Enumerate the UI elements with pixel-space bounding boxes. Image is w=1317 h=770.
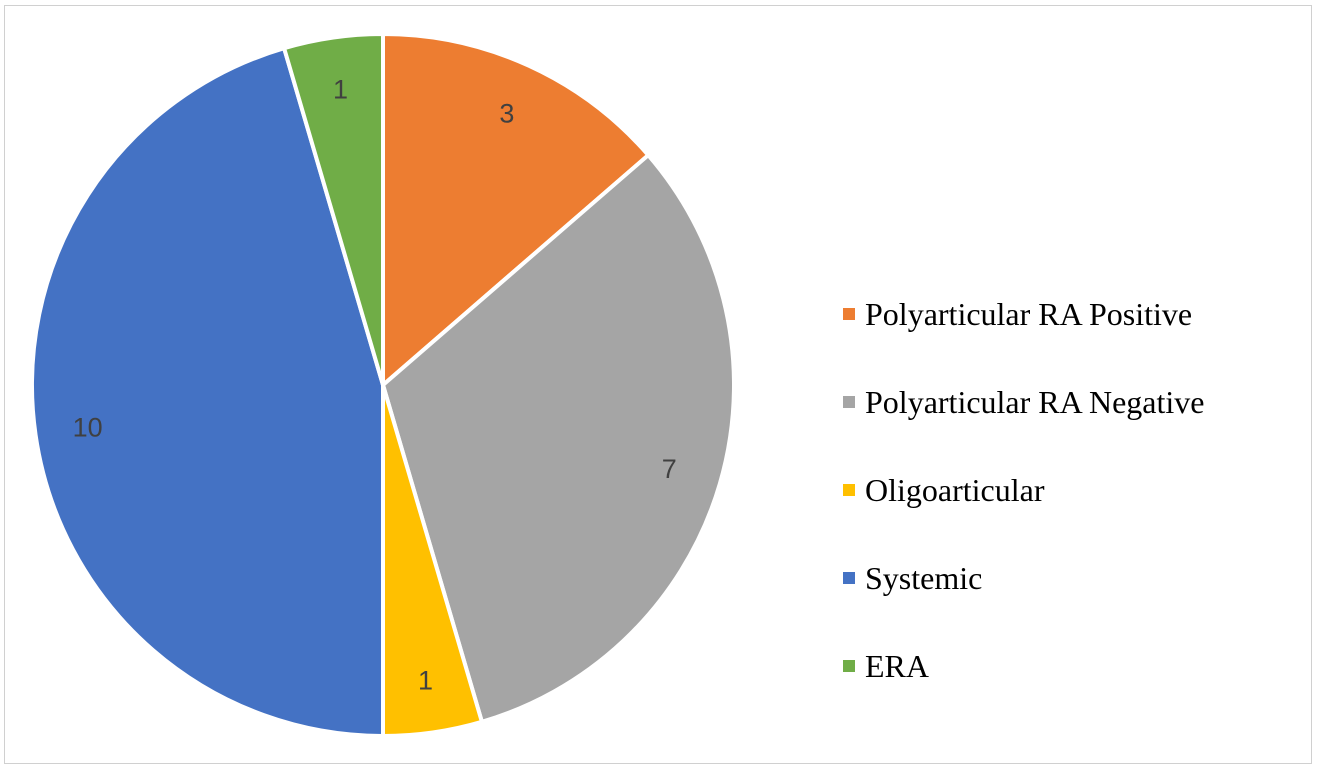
legend-item-polyarticular-ra-positive: Polyarticular RA Positive — [843, 296, 1192, 332]
legend-swatch — [843, 660, 855, 672]
data-label-oligoarticular: 1 — [418, 665, 433, 695]
legend-label: ERA — [865, 648, 929, 684]
legend-item-polyarticular-ra-negative: Polyarticular RA Negative — [843, 384, 1204, 420]
legend-item-era: ERA — [843, 648, 929, 684]
pie-slices — [30, 32, 736, 738]
data-labels: 3 7 1 10 1 — [73, 75, 677, 696]
legend-swatch — [843, 308, 855, 320]
pie-slice-systemic — [30, 46, 385, 738]
legend-label: Polyarticular RA Negative — [865, 384, 1204, 420]
pie-slice-polyarticular-ra-positive — [381, 32, 651, 387]
legend-label: Polyarticular RA Positive — [865, 296, 1192, 332]
legend-label: Oligoarticular — [865, 472, 1045, 508]
legend-label: Systemic — [865, 560, 982, 596]
legend: Polyarticular RA Positive Polyarticular R… — [843, 296, 1204, 684]
pie-slice-era — [282, 32, 385, 387]
data-label-systemic: 10 — [73, 412, 103, 442]
data-label-polyarticular-ra-negative: 7 — [662, 454, 677, 484]
legend-swatch — [843, 396, 855, 408]
pie-slice-polyarticular-ra-negative — [381, 153, 736, 724]
legend-swatch — [843, 572, 855, 584]
data-label-era: 1 — [333, 75, 348, 105]
legend-item-systemic: Systemic — [843, 560, 982, 596]
data-label-polyarticular-ra-positive: 3 — [499, 99, 514, 129]
legend-item-oligoarticular: Oligoarticular — [843, 472, 1045, 508]
legend-swatch — [843, 484, 855, 496]
